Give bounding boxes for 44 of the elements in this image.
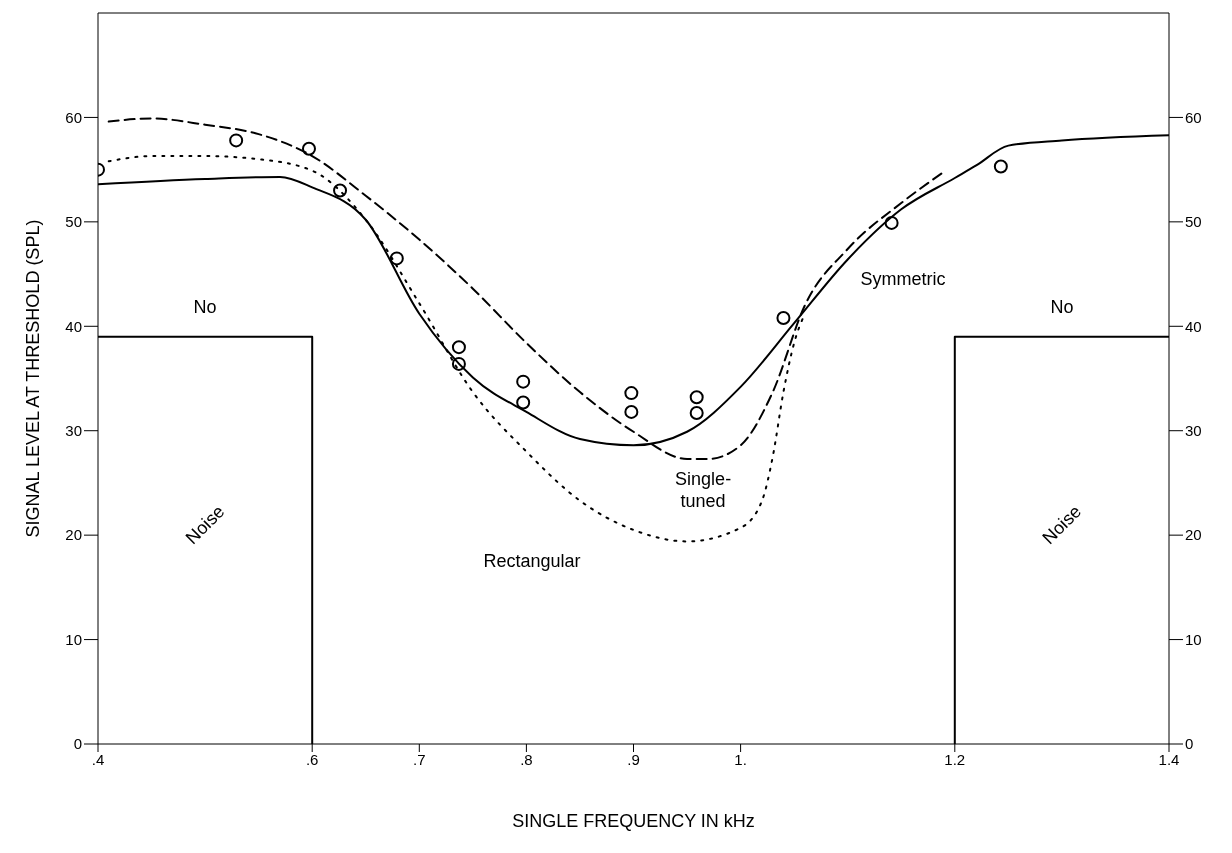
point — [624, 404, 639, 419]
x-tick-label: 1. — [734, 750, 747, 768]
y2-tick-label: 60 — [1185, 108, 1202, 126]
series-label: Symmetric — [860, 269, 946, 290]
point — [516, 395, 531, 410]
annotation: No — [193, 297, 217, 318]
point — [776, 310, 791, 325]
point — [689, 405, 704, 420]
y2-tick-label: 0 — [1185, 735, 1194, 753]
x-tick-label: .7 — [413, 750, 426, 768]
point — [229, 133, 244, 148]
point — [516, 374, 531, 389]
y2-tick-label: 50 — [1185, 213, 1202, 231]
y-tick-label: 0 — [73, 735, 82, 753]
x-tick-label: 1.2 — [944, 750, 966, 768]
x-tick-label: 1.4 — [1158, 750, 1180, 768]
point — [301, 141, 316, 156]
y-tick-label: 40 — [65, 317, 82, 335]
y-tick-label: 20 — [65, 526, 82, 544]
x-tick-label: .6 — [305, 750, 319, 768]
y2-tick-label: 10 — [1185, 630, 1202, 648]
y2-tick-label: 30 — [1185, 422, 1202, 440]
x-axis-title: SINGLE FREQUENCY IN kHz — [512, 810, 755, 831]
x-tick-label: .9 — [627, 750, 640, 768]
y-tick-label: 50 — [65, 213, 82, 231]
point — [624, 386, 639, 401]
y-tick-label: 30 — [65, 422, 82, 440]
point — [333, 183, 348, 198]
point — [689, 390, 704, 405]
y-tick-label: 60 — [65, 108, 82, 126]
point — [993, 159, 1008, 174]
series-label: Single- tuned — [675, 469, 732, 512]
y2-tick-label: 20 — [1185, 526, 1202, 544]
x-tick-label: .4 — [91, 750, 105, 768]
point — [884, 215, 899, 230]
y2-tick-label: 40 — [1185, 317, 1202, 335]
x-tick-label: .8 — [520, 750, 533, 768]
point — [451, 356, 466, 371]
point — [389, 251, 404, 266]
annotation: No — [1050, 297, 1074, 318]
y-tick-label: 10 — [65, 630, 82, 648]
point — [451, 340, 466, 355]
y-axis-title: SIGNAL LEVEL AT THRESHOLD (SPL) — [23, 219, 44, 538]
text: Rectangular — [483, 551, 581, 572]
